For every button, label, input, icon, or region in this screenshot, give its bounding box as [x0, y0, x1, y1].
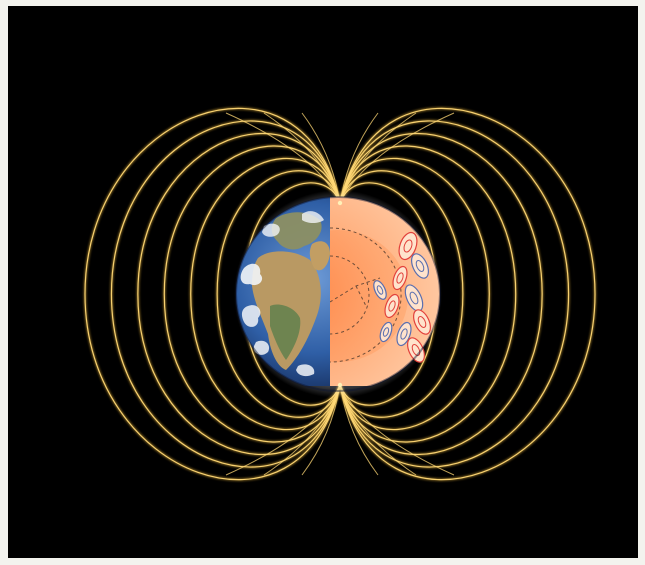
field-line: [339, 170, 464, 418]
field-line: [339, 120, 570, 468]
convection-roll: [379, 321, 393, 343]
field-line: [190, 157, 341, 431]
field-line: [163, 145, 341, 443]
figure-canvas: [8, 6, 638, 558]
convection-roll: [373, 280, 387, 300]
field-line: [339, 157, 490, 431]
earth-interior-cutaway: [330, 197, 440, 386]
magnetic-field-lines: [84, 107, 596, 481]
earth-cutaway-icon: [234, 190, 442, 398]
convection-roll: [411, 253, 429, 279]
convection-rolls: [373, 231, 431, 363]
convection-roll: [396, 321, 412, 347]
convection-roll: [392, 265, 408, 291]
south-pole-convergence: [337, 382, 343, 388]
convection-roll: [407, 337, 425, 363]
north-pole-convergence: [337, 200, 343, 206]
earth-surface-half: [236, 197, 330, 386]
field-line: [339, 107, 596, 481]
convection-roll: [384, 293, 400, 319]
magnetic-field-illustration: [83, 107, 597, 481]
field-line: [216, 170, 341, 418]
field-line: [137, 132, 341, 456]
field-line: [339, 145, 517, 443]
field-line: [110, 120, 341, 468]
convection-roll: [413, 309, 431, 335]
convection-roll: [398, 231, 418, 261]
field-line: [339, 132, 543, 456]
field-line: [84, 107, 341, 481]
